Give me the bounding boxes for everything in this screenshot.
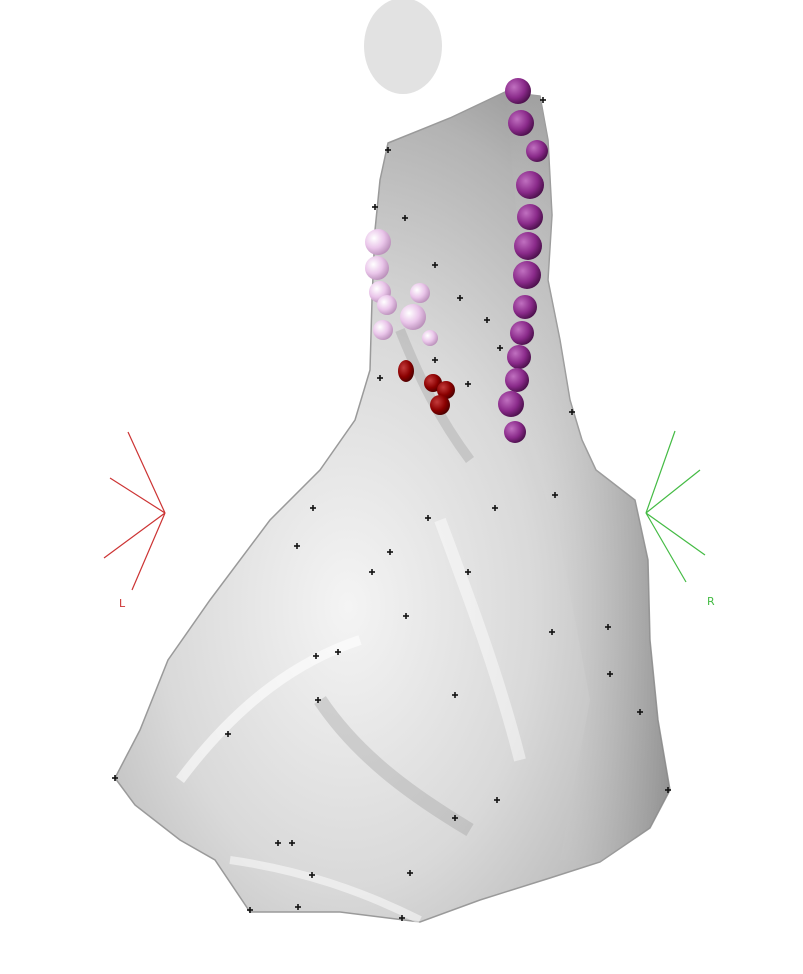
surface-fold-1: [176, 635, 362, 784]
left-axis-label: L: [119, 597, 126, 610]
point-marker: [549, 629, 555, 635]
point-marker: [369, 569, 375, 575]
purple-sphere[interactable]: [507, 345, 531, 369]
point-marker: [289, 840, 295, 846]
point-markers: [112, 97, 671, 921]
point-marker: [225, 731, 231, 737]
surface-fold-3: [434, 517, 526, 762]
point-marker: [432, 262, 438, 268]
point-marker: [309, 872, 315, 878]
point-marker: [569, 409, 575, 415]
point-marker: [465, 381, 471, 387]
pink-sphere[interactable]: [410, 283, 430, 303]
pink-sphere[interactable]: [377, 295, 397, 315]
point-marker: [484, 317, 490, 323]
purple-sphere[interactable]: [505, 78, 531, 104]
right-axis-label: R: [707, 595, 715, 608]
point-marker: [605, 624, 611, 630]
red-sphere[interactable]: [398, 360, 414, 382]
point-marker: [452, 692, 458, 698]
point-marker: [494, 797, 500, 803]
point-marker: [294, 543, 300, 549]
point-marker: [497, 345, 503, 351]
point-marker: [407, 870, 413, 876]
point-marker: [607, 671, 613, 677]
point-marker: [399, 915, 405, 921]
purple-sphere-chain[interactable]: [498, 78, 548, 443]
point-marker: [402, 215, 408, 221]
purple-sphere[interactable]: [498, 391, 524, 417]
point-marker: [403, 613, 409, 619]
purple-sphere[interactable]: [513, 295, 537, 319]
point-marker: [315, 697, 321, 703]
surface-fold-4: [395, 328, 475, 463]
left-orientation-triad-icon: [103, 431, 166, 591]
surface-mesh[interactable]: [114, 91, 671, 924]
point-marker: [465, 569, 471, 575]
point-marker: [452, 815, 458, 821]
point-marker: [295, 904, 301, 910]
purple-sphere[interactable]: [505, 368, 529, 392]
point-marker: [387, 549, 393, 555]
surface-fold-5: [229, 856, 422, 924]
surface-right-shading: [505, 92, 670, 862]
point-marker: [637, 709, 643, 715]
pink-sphere[interactable]: [422, 330, 438, 346]
point-marker: [112, 775, 118, 781]
purple-sphere[interactable]: [526, 140, 548, 162]
red-sphere[interactable]: [437, 381, 455, 399]
purple-sphere[interactable]: [517, 204, 543, 230]
pink-sphere[interactable]: [373, 320, 393, 340]
red-sphere[interactable]: [430, 395, 450, 415]
purple-sphere[interactable]: [508, 110, 534, 136]
point-marker: [432, 357, 438, 363]
pink-sphere[interactable]: [365, 256, 389, 280]
point-marker: [665, 787, 671, 793]
pink-sphere[interactable]: [365, 229, 391, 255]
pink-sphere-cluster[interactable]: [365, 229, 438, 346]
point-marker: [313, 653, 319, 659]
purple-sphere[interactable]: [516, 171, 544, 199]
surface-fold-2: [314, 696, 474, 837]
purple-sphere[interactable]: [514, 232, 542, 260]
purple-sphere[interactable]: [510, 321, 534, 345]
head-marker-icon: [364, 0, 442, 94]
point-marker: [425, 515, 431, 521]
point-marker: [377, 375, 383, 381]
pink-sphere[interactable]: [400, 304, 426, 330]
point-marker: [552, 492, 558, 498]
purple-sphere[interactable]: [513, 261, 541, 289]
point-marker: [492, 505, 498, 511]
point-marker: [385, 147, 391, 153]
purple-sphere[interactable]: [504, 421, 526, 443]
red-sphere-cluster[interactable]: [398, 360, 455, 415]
point-marker: [275, 840, 281, 846]
point-marker: [335, 649, 341, 655]
point-marker: [247, 907, 253, 913]
right-orientation-triad-icon: [645, 430, 706, 583]
point-marker: [457, 295, 463, 301]
point-marker: [540, 97, 546, 103]
point-marker: [310, 505, 316, 511]
point-marker: [372, 204, 378, 210]
